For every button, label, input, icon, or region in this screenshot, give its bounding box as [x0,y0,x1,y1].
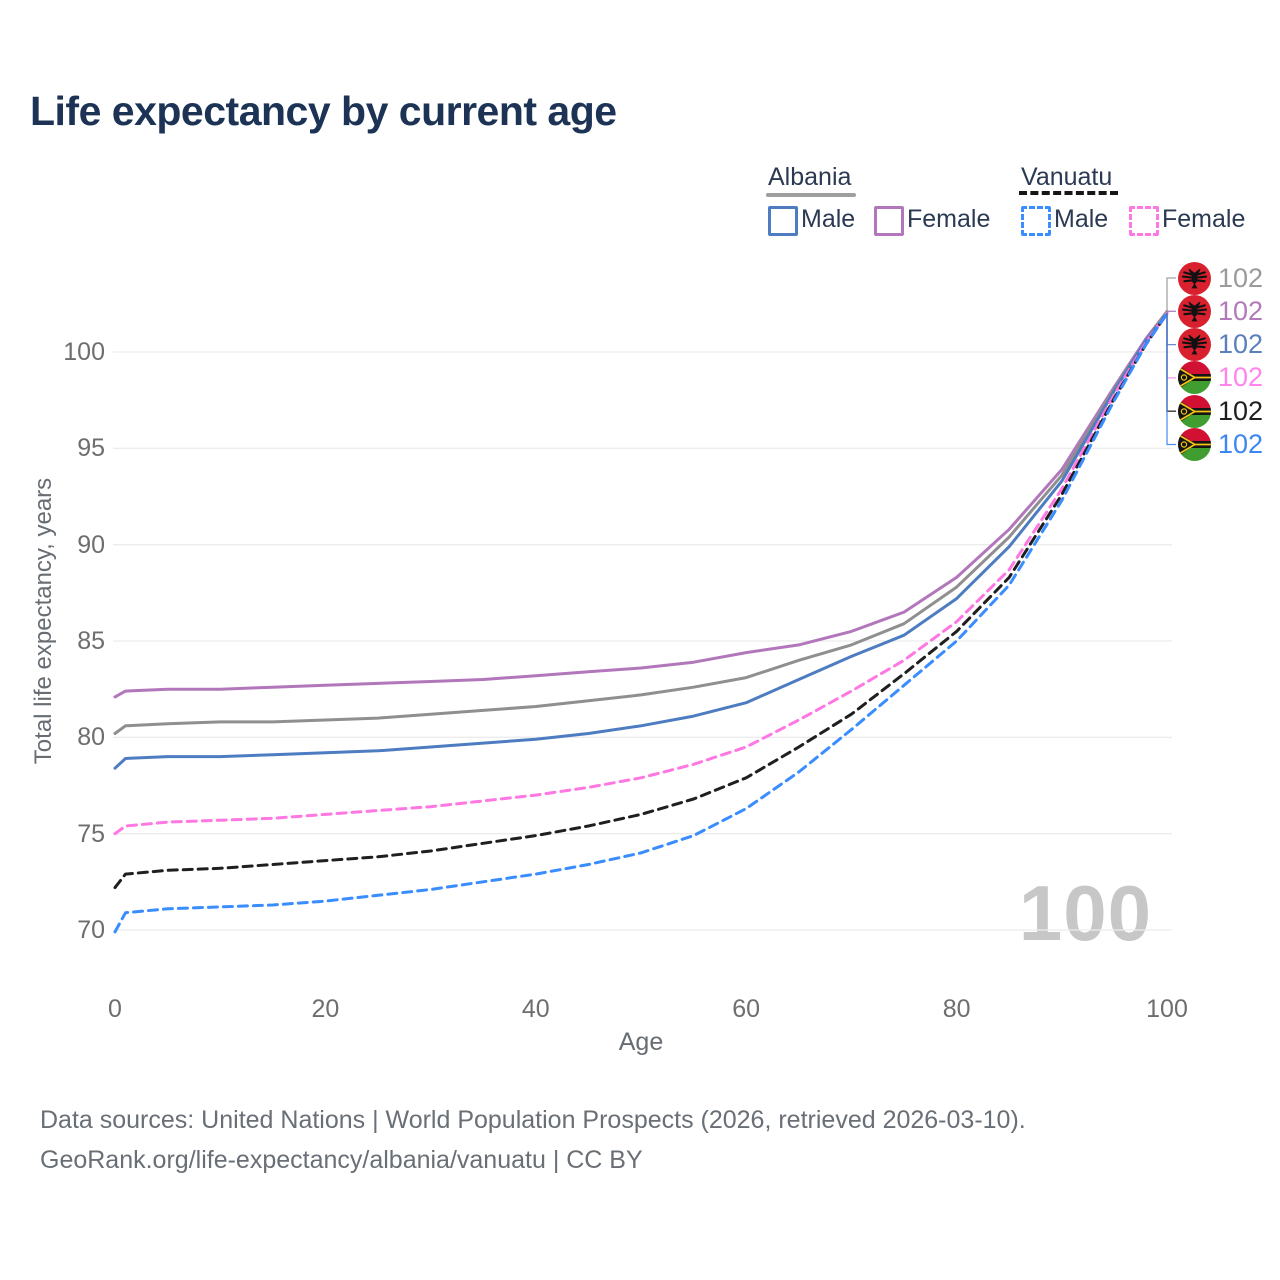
end-label-connector [1166,277,1176,313]
legend-country-vanuatu[interactable]: Vanuatu [1021,163,1113,191]
legend-country-albania[interactable]: Albania [768,163,852,191]
y-tick-label-95: 95 [77,434,105,463]
series-line-albania-female[interactable] [113,310,1169,699]
vanuatu-flag-icon [1178,395,1211,428]
x-tick-label-0: 0 [108,995,122,1023]
end-label-row-vanuatu-5: 102 [1178,428,1263,461]
footer-attribution: GeoRank.org/life-expectancy/albania/vanu… [40,1146,643,1174]
y-tick-label-80: 80 [77,723,105,752]
vanuatu-flag-icon [1178,361,1211,394]
end-label-connector [1166,310,1176,313]
x-tick-label-20: 20 [311,995,340,1023]
end-value-label: 102 [1218,362,1264,393]
end-label-row-albania-1: 102 [1178,295,1263,328]
end-value-label: 102 [1218,295,1264,326]
albania-flag-icon [1178,295,1211,328]
end-label-row-albania-0: 102 [1178,262,1263,295]
end-label-connector [1166,313,1176,412]
albania-flag-icon [1178,262,1211,295]
series-line-albania-male[interactable] [113,312,1169,770]
end-label-row-vanuatu-3: 102 [1178,361,1263,394]
end-label-connector [1166,313,1176,379]
y-tick-label-75: 75 [77,819,105,848]
legend-albania-line-swatch [766,193,856,197]
legend-label-vanuatu-female[interactable]: Female [1162,205,1246,233]
page-title: Life expectancy by current age [30,88,617,134]
legend-vanuatu-line-swatch [1019,191,1118,195]
end-value-label: 102 [1218,429,1264,459]
legend-swatch-vanuatu-male[interactable] [1021,206,1051,236]
legend-swatch-albania-male[interactable] [768,206,798,236]
y-tick-label-70: 70 [77,916,105,944]
x-tick-label-100: 100 [1146,995,1188,1023]
hover-age-watermark: 100 [1018,869,1152,957]
end-label-row-albania-2: 102 [1178,328,1263,361]
legend-swatch-vanuatu-female[interactable] [1129,206,1159,236]
end-label-connector [1166,313,1176,446]
vanuatu-flag-icon [1178,428,1211,461]
series-line-albania-total[interactable] [113,310,1169,735]
x-axis-title: Age [618,1028,664,1056]
end-label-row-vanuatu-4: 102 [1178,395,1263,428]
end-value-label: 102 [1218,329,1264,360]
x-tick-label-80: 80 [942,995,971,1023]
legend-swatch-albania-female[interactable] [874,206,904,236]
y-tick-label-90: 90 [77,530,105,559]
x-tick-label-40: 40 [521,995,550,1023]
y-tick-label-85: 85 [77,626,105,655]
series-line-vanuatu-female[interactable] [113,312,1169,836]
legend-label-albania-female[interactable]: Female [907,205,991,233]
y-tick-label-100: 100 [63,337,105,366]
legend-label-albania-male[interactable]: Male [801,205,856,233]
end-value-label: 102 [1218,262,1264,293]
albania-flag-icon [1178,328,1211,361]
series-line-vanuatu-male[interactable] [113,312,1169,934]
end-value-label: 102 [1218,395,1264,426]
x-tick-label-60: 60 [732,995,761,1023]
end-label-connector [1166,313,1176,346]
legend-label-vanuatu-male[interactable]: Male [1054,205,1109,233]
series-line-vanuatu-total[interactable] [113,312,1169,890]
footer-data-sources: Data sources: United Nations | World Pop… [40,1106,1026,1134]
